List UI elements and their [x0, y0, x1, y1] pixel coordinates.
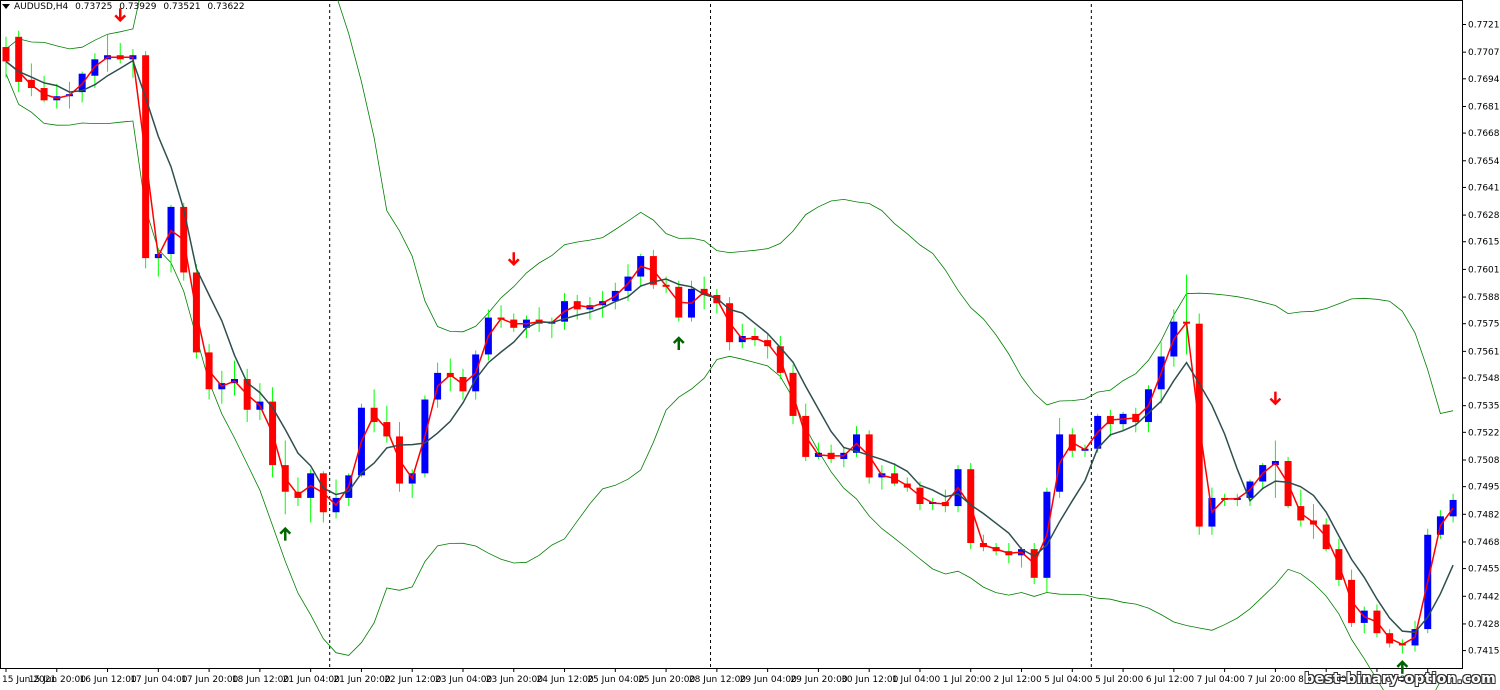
x-tick-label: 25 Jun 04:00: [587, 675, 644, 685]
buy-signal-arrow-icon: [279, 526, 292, 541]
x-tick-label: 1 Jul 20:00: [943, 675, 992, 685]
x-tick-label: 8 Jul 12:00: [1298, 675, 1347, 685]
x-tick-label: 5 Jul 04:00: [1044, 675, 1093, 685]
sell-signal-arrow-icon: [114, 8, 127, 23]
x-tick-label: 30 Jun 12:00: [841, 675, 898, 685]
x-tick-label: 29 Jun 20:00: [790, 675, 847, 685]
y-tick-label: 0.76545: [1468, 157, 1500, 167]
candle-body: [15, 36, 23, 82]
y-tick-label: 0.74285: [1468, 620, 1500, 630]
quote-value-4: 0.73622: [207, 2, 245, 12]
y-tick-label: 0.75485: [1468, 374, 1500, 384]
sell-signal-arrow-icon: [507, 252, 520, 267]
x-tick-label: 2 Jul 12:00: [994, 675, 1043, 685]
symbol-timeframe: AUDUSD,H4: [14, 2, 69, 12]
candle-body: [2, 47, 10, 62]
upper-band-line: [5, 0, 1454, 414]
dropdown-triangle-icon[interactable]: [2, 4, 10, 9]
x-tick-label: 22 Jun 12:00: [384, 675, 441, 685]
arrow-head: [114, 14, 127, 23]
fast-ma-line: [5, 56, 1454, 646]
slow-ma-line: [5, 59, 1454, 634]
buy-signal-arrow-icon: [672, 336, 685, 351]
x-tick-label: 29 Jun 04:00: [740, 675, 797, 685]
x-tick-label: 17 Jun 20:00: [181, 675, 238, 685]
quote-value-3: 0.73521: [163, 2, 201, 12]
x-tick-label: 9 Jul 20:00: [1400, 675, 1449, 685]
buy-signal-arrow-icon: [1396, 660, 1409, 674]
y-tick-label: 0.77075: [1468, 48, 1500, 58]
arrow-head: [1269, 397, 1282, 406]
chart-header: AUDUSD,H4 0.73725 0.73929 0.73521 0.7362…: [2, 2, 249, 12]
x-tick-label: 1 Jul 04:00: [892, 675, 941, 685]
y-tick-label: 0.75085: [1468, 456, 1500, 466]
quote-value-1: 0.73725: [75, 2, 113, 12]
y-tick-label: 0.76415: [1468, 183, 1500, 193]
x-tick-label: 25 Jun 20:00: [638, 675, 695, 685]
x-tick-label: 17 Jun 04:00: [130, 675, 187, 685]
x-tick-label: 23 Jun 04:00: [435, 675, 492, 685]
x-tick-label: 28 Jun 12:00: [689, 675, 746, 685]
x-tick-label: 9 Jul 04:00: [1349, 675, 1398, 685]
quote-value-2: 0.73929: [119, 2, 157, 12]
x-tick-label: 24 Jun 12:00: [537, 675, 594, 685]
x-tick-label: 15 Jun 20:00: [29, 675, 86, 685]
y-tick-label: 0.76945: [1468, 75, 1500, 85]
arrow-head: [672, 336, 685, 344]
y-tick-label: 0.74685: [1468, 538, 1500, 548]
x-tick-label: 15 Jun 2021: [2, 675, 56, 685]
sell-signal-arrow-icon: [1269, 391, 1282, 406]
x-tick-label: 21 Jun 20:00: [333, 675, 390, 685]
x-tick-label: 18 Jun 12:00: [232, 675, 289, 685]
y-tick-label: 0.76015: [1468, 265, 1500, 275]
x-tick-label: 7 Jul 20:00: [1247, 675, 1296, 685]
x-tick-label: 5 Jul 20:00: [1095, 675, 1144, 685]
arrow-head: [507, 258, 520, 267]
y-tick-label: 0.74555: [1468, 565, 1500, 575]
x-tick-label: 6 Jul 12:00: [1146, 675, 1195, 685]
x-tick-label: 23 Jun 20:00: [486, 675, 543, 685]
y-tick-label: 0.74155: [1468, 647, 1500, 657]
y-tick-label: 0.74955: [1468, 483, 1500, 493]
arrow-head: [1396, 660, 1409, 668]
x-tick-label: 7 Jul 04:00: [1197, 675, 1246, 685]
x-tick-label: 21 Jun 04:00: [283, 675, 340, 685]
watermark: best-binary-option.com: [1304, 671, 1496, 687]
y-tick-label: 0.75615: [1468, 347, 1500, 357]
arrow-head: [279, 526, 292, 535]
x-tick-label: 16 Jun 12:00: [80, 675, 137, 685]
lower-band-line: [5, 73, 1454, 690]
